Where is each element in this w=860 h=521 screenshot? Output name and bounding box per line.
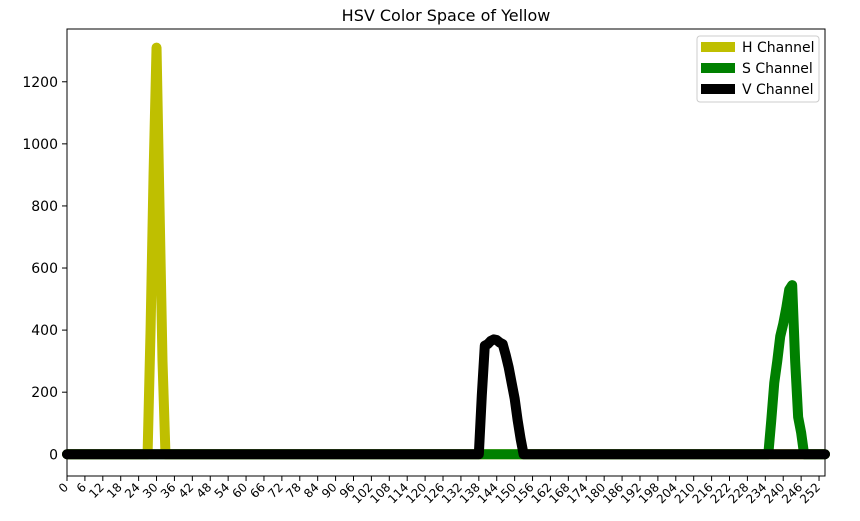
y-tick-label: 200 — [31, 385, 58, 401]
y-tick-label: 600 — [31, 261, 58, 277]
y-tick-label: 800 — [31, 199, 58, 215]
y-tick-label: 1000 — [22, 137, 58, 153]
chart-title: HSV Color Space of Yellow — [342, 6, 551, 25]
plot-area — [62, 42, 830, 460]
legend: H Channel S Channel V Channel — [696, 35, 820, 103]
series-line-v-channel — [62, 334, 830, 460]
legend-label-s-channel: S Channel — [742, 61, 813, 77]
series-line-s-channel — [62, 280, 830, 460]
y-tick-label: 400 — [31, 323, 58, 339]
legend-label-h-channel: H Channel — [742, 40, 814, 56]
y-tick-label: 0 — [49, 447, 58, 463]
y-tick-label: 1200 — [22, 75, 58, 91]
axes-frame — [66, 28, 826, 477]
legend-label-v-channel: V Channel — [742, 82, 814, 98]
